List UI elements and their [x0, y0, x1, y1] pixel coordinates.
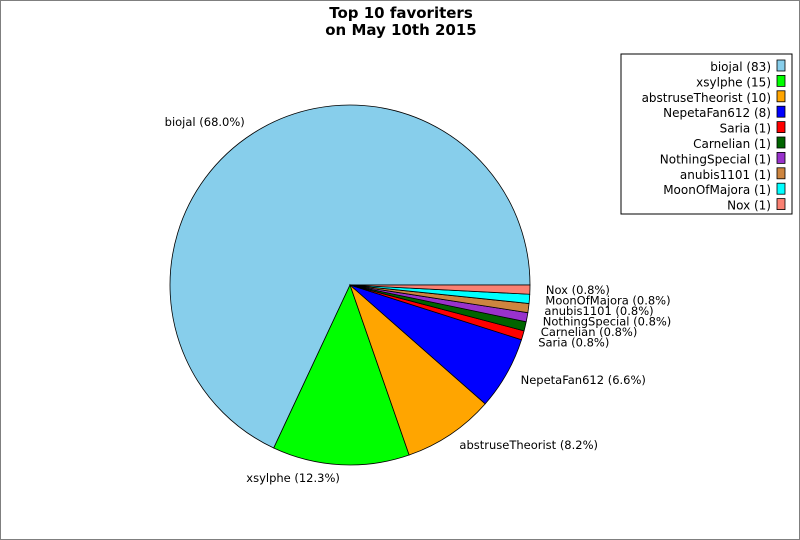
- slice-label-xsylphe: xsylphe (12.3%): [246, 471, 340, 485]
- legend-swatch-NepetaFan612: [776, 105, 786, 118]
- slice-label-anubis1101: anubis1101 (0.8%): [544, 304, 653, 318]
- pie-slice-biojal: [169, 104, 531, 449]
- pie-labels: biojal (68.0%) xsylphe (12.3%) abstruseThe…: [165, 115, 672, 485]
- legend: biojal (83)xsylphe (15) abstruseTheorist …: [620, 53, 793, 215]
- legend-swatch-Saria: [776, 121, 786, 133]
- legend-entry-Carnelian: Carnelian (1): [693, 137, 771, 151]
- legend-swatch-NothingSpecial: [776, 151, 786, 164]
- slice-label-Carnelian: Carnelian (0.8%): [541, 325, 638, 339]
- legend-swatch-MoonOfMajora: [776, 182, 786, 195]
- pie-slices: [169, 104, 531, 466]
- legend-entry-abstruseTheorist: abstruseTheorist (10): [642, 91, 771, 105]
- legend-swatch-abstruseTheorist: [776, 90, 786, 103]
- legend-entry-NepetaFan612: NepetaFan612 (8): [663, 106, 771, 120]
- legend-swatch-xsylphe: [776, 75, 786, 87]
- legend-entry-NothingSpecial: NothingSpecial (1): [660, 152, 771, 166]
- slice-label-MoonOfMajora: MoonOfMajora (0.8%): [545, 294, 670, 308]
- slice-label-Saria: Saria (0.8%): [538, 336, 609, 350]
- chart-title: Top 10 favoriters: [329, 4, 473, 22]
- legend-entry-Nox: Nox (1): [727, 199, 771, 213]
- slice-label-NepetaFan612: NepetaFan612 (6.6%): [521, 373, 646, 387]
- legend-entry-anubis1101: anubis1101 (1): [680, 168, 771, 182]
- legend-entry-Saria: Saria (1): [720, 122, 771, 136]
- pie-slice-abstruseTheorist: [349, 283, 486, 456]
- legend-swatch-anubis1101: [776, 167, 786, 180]
- legend-entry-xsylphe: xsylphe (15): [696, 75, 771, 89]
- slice-label-abstruseTheorist: abstruseTheorist (8.2%): [459, 438, 598, 452]
- legend-swatch-Nox: [776, 198, 786, 211]
- legend-entry-MoonOfMajora: MoonOfMajora (1): [663, 183, 771, 197]
- legend-swatch-biojal: [776, 59, 786, 72]
- chart-subtitle: on May 10th 2015: [325, 21, 477, 39]
- pie-slice-xsylphe: [273, 283, 410, 466]
- pie-slice-Nox: [349, 284, 531, 295]
- slice-label-NothingSpecial: NothingSpecial (0.8%): [543, 315, 672, 329]
- legend-entry-biojal: biojal (83): [710, 60, 771, 74]
- slice-label-Nox: Nox (0.8%): [546, 283, 610, 297]
- slice-label-biojal: biojal (68.0%): [165, 115, 245, 129]
- legend-swatch-Carnelian: [776, 136, 786, 149]
- legend-box: [620, 53, 793, 215]
